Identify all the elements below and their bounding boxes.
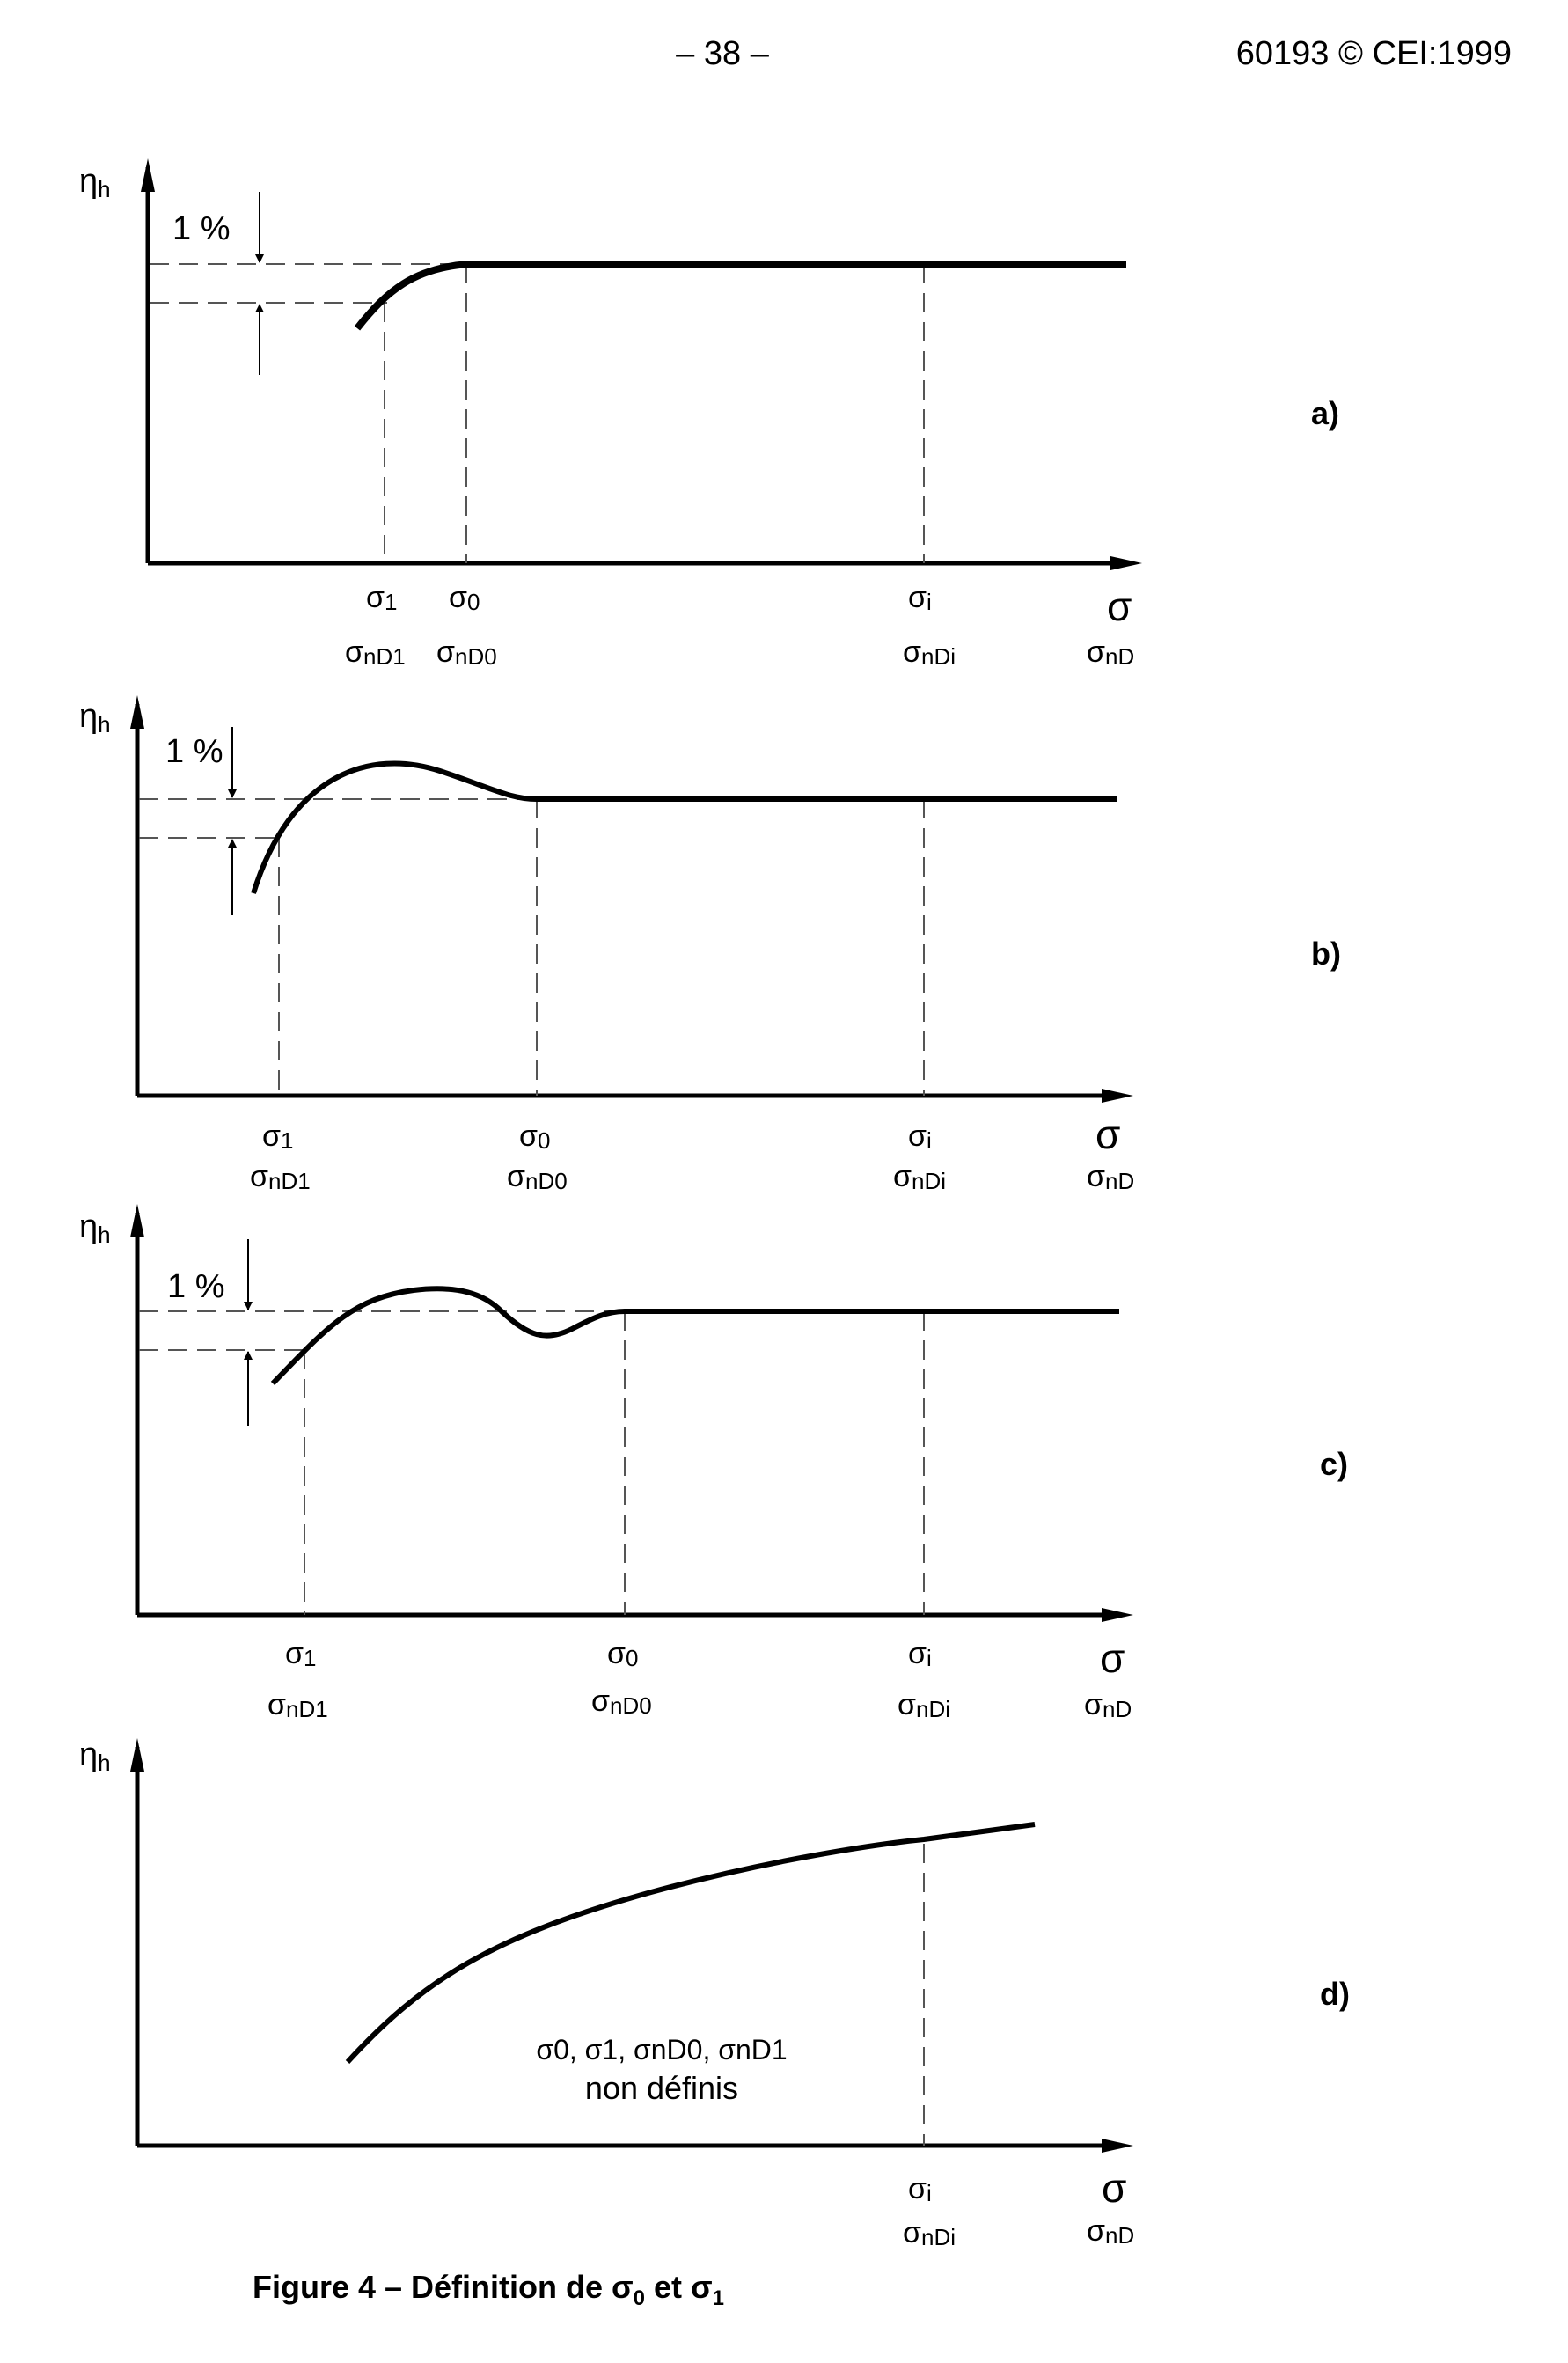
sigma-0-label: σ0 <box>607 1637 638 1671</box>
x-axis <box>137 2139 1133 2153</box>
reference-lines <box>139 798 925 1096</box>
one-percent-label: 1 % <box>172 210 230 247</box>
panel-b: ηh σ σnD 1 % σ1 σ0 σi σnD1 σnD0 σnDi b) <box>79 695 1341 1194</box>
efficiency-curve <box>345 1822 1036 2065</box>
y-axis <box>130 1204 144 1615</box>
page-number: – 38 – <box>676 35 769 72</box>
x-axis-sub-label: σnD <box>1087 1160 1134 1194</box>
y-axis-label: ηh <box>79 1736 111 1776</box>
panel-a: ηh σ σnD 1 % σ1 σ0 σi σnD1 σnD0 σnDi a) <box>79 158 1339 670</box>
x-axis-sub-label: σnD <box>1084 1688 1132 1722</box>
standard-reference: 60193 © CEI:1999 <box>1235 35 1512 72</box>
x-axis-sub-label: σnD <box>1087 2214 1134 2249</box>
sigma-i-label: σi <box>908 581 932 615</box>
x-axis-label: σ <box>1102 2165 1126 2211</box>
x-axis-label: σ <box>1100 1635 1125 1681</box>
sigma-nd0-label: σnD0 <box>507 1160 568 1194</box>
sigma-ndi-label: σnDi <box>898 1688 950 1722</box>
sigma-nd1-label: σnD1 <box>267 1688 328 1722</box>
reference-lines <box>150 263 925 563</box>
sigma-i-label: σi <box>908 1637 932 1671</box>
efficiency-curve <box>354 261 1126 331</box>
y-axis-label: ηh <box>79 163 111 202</box>
sigma-ndi-label: σnDi <box>903 2216 956 2250</box>
x-axis <box>148 556 1142 570</box>
sigma-0-label: σ0 <box>519 1119 550 1154</box>
y-axis <box>130 1738 144 2146</box>
sigma-ndi-label: σnDi <box>893 1160 946 1194</box>
efficiency-curve <box>251 760 1117 894</box>
sigma-nd1-label: σnD1 <box>250 1160 311 1194</box>
one-percent-label: 1 % <box>167 1268 224 1305</box>
sigma-1-label: σ1 <box>366 581 397 615</box>
panel-label: b) <box>1311 936 1341 972</box>
sigma-i-label: σi <box>908 1119 932 1154</box>
panel-label: a) <box>1311 395 1339 431</box>
y-axis <box>141 158 155 563</box>
reference-lines <box>139 1310 925 1615</box>
y-axis-label: ηh <box>79 1208 111 1248</box>
sigma-1-label: σ1 <box>262 1119 293 1154</box>
panel-label: d) <box>1320 1976 1350 2012</box>
y-axis <box>130 695 144 1096</box>
sigma-ndi-label: σnDi <box>903 635 956 670</box>
one-percent-label: 1 % <box>165 733 223 770</box>
sigma-nd0-label: σnD0 <box>591 1684 652 1719</box>
undefined-note-line2: non définis <box>585 2070 738 2106</box>
panel-label: c) <box>1320 1446 1348 1482</box>
figure-caption: Figure 4 – Définition de σ0 et σ1 <box>252 2269 725 2311</box>
x-axis <box>137 1608 1133 1622</box>
y-axis-label: ηh <box>79 698 111 738</box>
undefined-note-line1: σ0, σ1, σnD0, σnD1 <box>536 2034 787 2066</box>
efficiency-curve <box>270 1286 1119 1386</box>
panel-c: ηh σ σnD 1 % σ1 σ0 σi σnD1 σnD0 σnDi c) <box>79 1204 1348 1722</box>
sigma-nd1-label: σnD1 <box>345 635 406 670</box>
sigma-1-label: σ1 <box>285 1637 316 1671</box>
sigma-nd0-label: σnD0 <box>436 635 497 670</box>
x-axis <box>137 1089 1133 1103</box>
x-axis-label: σ <box>1095 1112 1120 1157</box>
sigma-i-label: σi <box>908 2172 932 2206</box>
x-axis-sub-label: σnD <box>1087 635 1134 670</box>
panel-d: ηh σ σnD σ0, σ1, σnD0, σnD1 non définis … <box>79 1736 1350 2250</box>
sigma-0-label: σ0 <box>449 581 480 615</box>
x-axis-label: σ <box>1107 583 1132 629</box>
